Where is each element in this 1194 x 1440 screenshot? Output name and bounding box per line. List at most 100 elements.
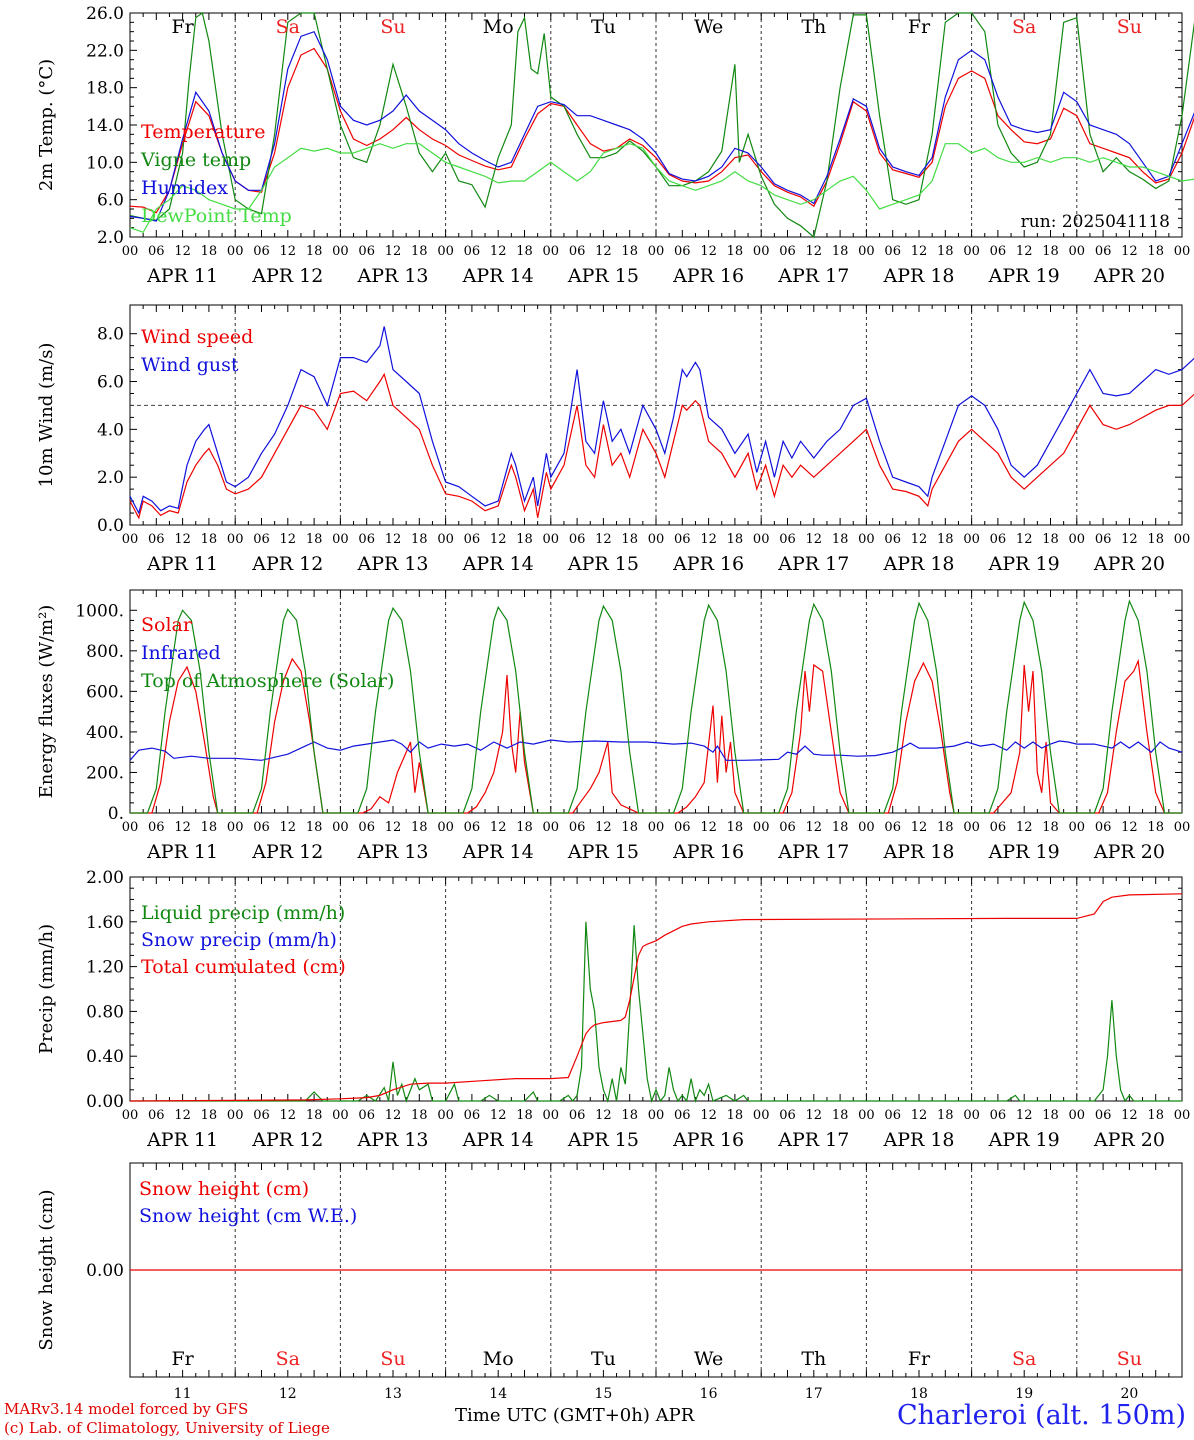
hour-tick-label: 06 (148, 1108, 165, 1123)
hour-tick-label: 06 (464, 1108, 481, 1123)
hour-tick-label: 00 (437, 1108, 454, 1123)
weekday-label: Su (1117, 1348, 1142, 1370)
hour-tick-label: 06 (884, 244, 901, 259)
hour-tick-label: 18 (1042, 820, 1059, 835)
date-label: APR 13 (356, 553, 428, 575)
wind-panel: 0.0 2.0 4.0 6.0 8.0 10m Wind (m/s) Wind speed W… (36, 304, 1194, 575)
y-tick-label: 0.0 (97, 516, 124, 536)
weekday-label: Th (801, 16, 826, 38)
hour-tick-label: 18 (516, 1108, 533, 1123)
y-tick-label: 2.00 (86, 868, 124, 888)
date-label: APR 20 (1093, 553, 1165, 575)
hour-tick-label: 12 (385, 1108, 402, 1123)
weekday-label: Su (1117, 16, 1142, 38)
y-tick-label: 0.40 (86, 1047, 124, 1067)
hour-tick-label: 12 (911, 532, 928, 547)
weekday-label: Fr (908, 1348, 931, 1370)
hour-tick-label: 00 (648, 1108, 665, 1123)
hour-tick-label: 18 (306, 1108, 323, 1123)
temp-panel: 2.0 6.0 10.0 14.0 18.0 22.0 26.0 2m Temp. (°C) T… (36, 4, 1194, 287)
station-label: Charleroi (alt. 150m) (897, 1400, 1186, 1431)
hour-tick-label: 00 (648, 532, 665, 547)
hour-tick-label: 12 (911, 1108, 928, 1123)
hour-tick-label: 00 (332, 244, 349, 259)
hour-tick-label: 06 (148, 820, 165, 835)
hour-tick-label: 06 (1095, 1108, 1112, 1123)
date-label: APR 17 (777, 265, 849, 287)
hour-tick-label: 18 (621, 1108, 638, 1123)
hour-tick-label: 18 (516, 244, 533, 259)
date-label: APR 15 (567, 1129, 639, 1151)
hour-tick-label: 18 (306, 244, 323, 259)
hour-tick-label: 18 (832, 532, 849, 547)
hour-tick-label: 18 (727, 1108, 744, 1123)
hour-tick-label: 18 (621, 820, 638, 835)
y-tick-label: 18.0 (86, 79, 124, 99)
hour-tick-label: 12 (700, 820, 717, 835)
legend-entry: Snow height (cm) (139, 1178, 309, 1200)
date-label: APR 11 (146, 841, 218, 863)
legend-entry: Top of Atmosphere (Solar) (141, 670, 394, 692)
legend-entry: DewPoint Temp (141, 205, 292, 227)
hour-tick-label: 06 (990, 820, 1007, 835)
hour-tick-label: 18 (411, 532, 428, 547)
hour-tick-label: 00 (963, 1108, 980, 1123)
hour-tick-label: 00 (648, 244, 665, 259)
hour-tick-label: 06 (464, 532, 481, 547)
hour-tick-label: 00 (437, 244, 454, 259)
hour-tick-label: 18 (937, 820, 954, 835)
hour-tick-label: 12 (385, 244, 402, 259)
hour-tick-label: 06 (464, 820, 481, 835)
hour-tick-label: 12 (174, 1108, 191, 1123)
day-number-label: 19 (1015, 1386, 1033, 1402)
date-label: APR 18 (882, 553, 954, 575)
day-number-label: 16 (700, 1386, 718, 1402)
series-line-humidex (129, 30, 1194, 222)
y-tick-label: 1000. (75, 601, 124, 621)
date-label: APR 16 (672, 553, 744, 575)
date-label: APR 20 (1093, 265, 1165, 287)
date-label: APR 15 (567, 265, 639, 287)
hour-tick-label: 00 (753, 532, 770, 547)
date-label: APR 16 (672, 1129, 744, 1151)
series-line-wind-speed (129, 372, 1194, 520)
y-axis-title: Precip (mm/h) (36, 924, 57, 1054)
hour-tick-label: 18 (516, 820, 533, 835)
hour-tick-label: 00 (122, 1108, 139, 1123)
y-tick-label: 10.0 (86, 153, 124, 173)
y-tick-label: 0. (108, 804, 124, 824)
hour-tick-label: 18 (832, 244, 849, 259)
date-label: APR 12 (251, 553, 323, 575)
hour-tick-label: 06 (990, 244, 1007, 259)
hour-tick-label: 12 (1121, 244, 1138, 259)
hour-tick-label: 06 (779, 1108, 796, 1123)
date-label: APR 16 (672, 265, 744, 287)
date-label: APR 14 (462, 265, 534, 287)
hour-tick-label: 18 (1042, 244, 1059, 259)
hour-tick-label: 06 (253, 820, 270, 835)
hour-tick-label: 00 (753, 820, 770, 835)
date-label: APR 18 (882, 1129, 954, 1151)
hour-tick-label: 12 (911, 244, 928, 259)
temp-frame (129, 12, 1183, 238)
hour-tick-label: 12 (385, 820, 402, 835)
day-number-label: 20 (1120, 1386, 1138, 1402)
hour-tick-label: 18 (516, 532, 533, 547)
day-number-label: 14 (489, 1386, 507, 1402)
hour-tick-label: 00 (1069, 532, 1086, 547)
hour-tick-label: 06 (569, 820, 586, 835)
run-label: run: 2025041118 (1021, 212, 1170, 232)
hour-tick-label: 12 (1016, 820, 1033, 835)
y-tick-label: 26.0 (86, 4, 124, 24)
hour-tick-label: 06 (779, 244, 796, 259)
hour-tick-label: 00 (858, 532, 875, 547)
hour-tick-label: 06 (358, 244, 375, 259)
hour-tick-label: 12 (595, 1108, 612, 1123)
hour-tick-label: 18 (937, 244, 954, 259)
date-label: APR 13 (356, 1129, 428, 1151)
weekday-label: Fr (171, 16, 194, 38)
hour-tick-label: 18 (201, 244, 218, 259)
weekday-label: Tu (591, 1348, 616, 1370)
day-number-label: 15 (594, 1386, 612, 1402)
weekday-label: Fr (171, 1348, 194, 1370)
